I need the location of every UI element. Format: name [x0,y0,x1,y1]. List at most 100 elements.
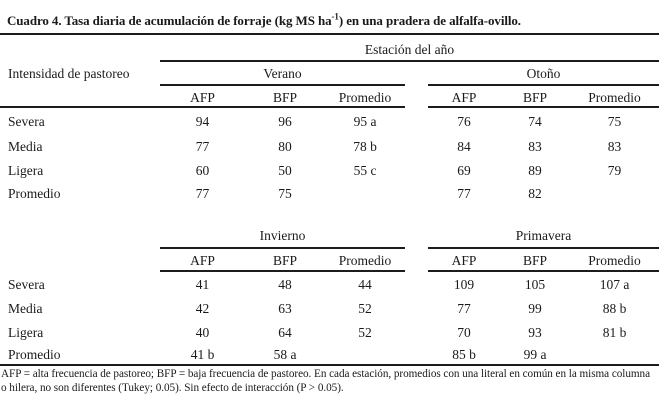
rule-under-subheader-right [428,106,659,108]
col-header-bfp: BFP [272,253,298,268]
data-cell: 77 [195,139,210,154]
data-cell: 74 [528,114,542,129]
table-row-severa: Severa 41 48 44 109 105 107 a [0,277,659,293]
data-cell: 42 [195,301,210,316]
rule-under-invierno [160,247,405,249]
col-header-bfp: BFP [272,90,298,105]
row-label: Promedio [8,186,61,201]
column-gap [405,325,428,341]
col-header-afp: AFP [190,253,215,268]
row-label: Severa [8,114,45,129]
column-gap [405,228,428,244]
group-header-primavera: Primavera [515,228,572,243]
data-cell: 70 [457,325,471,340]
data-cell: 79 [607,163,622,178]
data-cell: 83 [528,139,542,154]
data-cell: 40 [195,325,210,340]
data-cell [325,186,405,202]
rule-under-title [0,33,659,35]
row-label: Ligera [8,325,44,340]
rule-under-verano [160,84,405,86]
column-gap [405,90,428,106]
data-cell [570,186,659,202]
row-label-header: Intensidad de pastoreo [8,66,130,81]
empty-cell [0,253,160,269]
table-row-ligera: Ligera 40 64 52 70 93 81 b [0,325,659,341]
group-header-row-1: Intensidad de pastoreo Verano Otoño [0,66,659,82]
col-header-afp: AFP [190,90,215,105]
data-cell: 99 a [523,347,547,362]
season-header: Estación del año [364,42,455,57]
data-cell: 105 [524,277,546,292]
data-cell: 52 [358,301,372,316]
col-header-promedio: Promedio [338,253,392,268]
column-gap [405,301,428,317]
data-cell: 81 b [602,325,627,340]
data-cell: 109 [453,277,475,292]
col-header-promedio: Promedio [338,90,392,105]
col-header-afp: AFP [451,90,477,105]
rule-under-season-header [160,60,659,62]
col-header-bfp: BFP [522,253,548,268]
data-cell: 82 [528,186,542,201]
rule-under-otono [428,84,659,86]
data-cell: 88 b [602,301,627,316]
data-cell: 80 [278,139,292,154]
data-cell: 50 [278,163,292,178]
row-label: Promedio [8,347,61,362]
column-gap [405,186,428,202]
table-title-suffix: ) en una pradera de alfalfa-ovillo. [338,13,521,28]
data-cell: 85 b [452,347,476,362]
data-cell: 64 [278,325,292,340]
col-header-afp: AFP [451,253,477,268]
group-header-otono: Otoño [526,66,561,81]
column-gap [405,347,428,363]
row-label: Severa [8,277,45,292]
data-cell: 78 b [353,139,377,154]
rule-under-primavera [428,247,659,249]
column-gap [405,163,428,179]
data-cell: 75 [278,186,292,201]
column-gap [405,66,428,82]
data-cell: 95 a [353,114,377,129]
empty-cell [0,228,160,244]
data-cell [570,347,659,363]
data-cell: 77 [195,186,210,201]
group-header-row-2: Invierno Primavera [0,228,659,244]
data-cell: 76 [457,114,471,129]
rule-table-bottom [0,364,659,366]
row-label: Media [8,139,43,154]
data-cell: 84 [457,139,471,154]
data-cell: 75 [607,114,622,129]
column-gap [405,139,428,155]
table-title-superscript: -1 [331,11,339,22]
group-header-verano: Verano [263,66,302,81]
subheader-row-1: AFP BFP Promedio AFP BFP Promedio [0,90,659,106]
data-cell: 107 a [599,277,630,292]
data-cell: 83 [607,139,622,154]
data-cell: 60 [195,163,210,178]
data-cell: 96 [278,114,292,129]
empty-cell [0,90,160,106]
column-gap [405,114,428,130]
data-cell: 41 b [190,347,215,362]
table-footnote: AFP = alta frecuencia de pastoreo; BFP =… [1,368,650,394]
data-cell: 77 [457,301,471,316]
table-row-promedio: Promedio 77 75 77 82 [0,186,659,202]
table-row-media: Media 77 80 78 b 84 83 83 [0,139,659,155]
data-cell: 48 [278,277,292,292]
data-cell: 77 [457,186,471,201]
data-cell [325,347,405,363]
subheader-row-2: AFP BFP Promedio AFP BFP Promedio [0,253,659,269]
col-header-bfp: BFP [522,90,548,105]
col-header-promedio: Promedio [588,90,641,105]
col-header-promedio: Promedio [588,253,641,268]
data-cell: 55 c [353,163,377,178]
table-row-severa: Severa 94 96 95 a 76 74 75 [0,114,659,130]
data-cell: 94 [195,114,210,129]
rule-under-subheader2-left [160,270,405,272]
row-label: Media [8,301,43,316]
rule-under-subheader2-right [428,270,659,272]
data-cell: 69 [457,163,471,178]
